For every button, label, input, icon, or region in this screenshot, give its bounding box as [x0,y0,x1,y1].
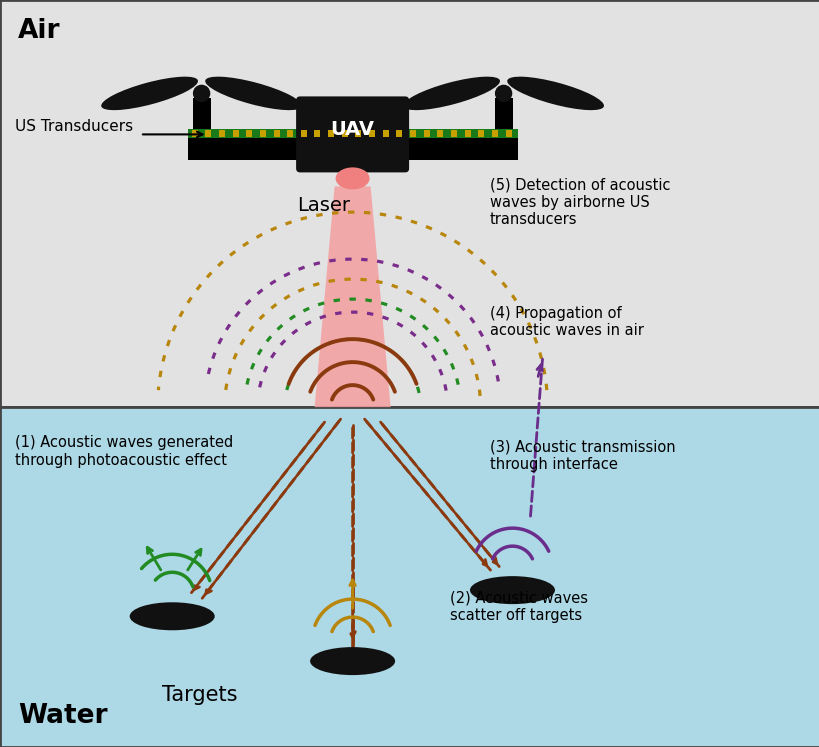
Bar [301,131,306,137]
Text: Air: Air [18,18,61,44]
Bar [355,131,361,137]
Bar [192,99,210,138]
Bar [0,0,819,407]
Bar [233,131,238,137]
Bar [0,407,819,747]
Bar [342,131,347,137]
Bar [464,131,470,137]
Bar [494,99,512,138]
Bar [219,131,224,137]
Ellipse shape [310,647,395,675]
Ellipse shape [205,77,301,110]
Text: (3) Acoustic transmission
through interface: (3) Acoustic transmission through interf… [490,439,675,471]
Bar [287,131,293,137]
Bar [450,131,456,137]
Text: Water: Water [18,703,107,729]
Text: UAV: UAV [330,120,374,139]
Text: (1) Acoustic waves generated
through photoacoustic effect: (1) Acoustic waves generated through pho… [15,435,233,468]
Bar [205,131,211,137]
Ellipse shape [403,77,500,110]
Text: US Transducers: US Transducers [15,119,133,134]
Bar [369,131,374,137]
Text: (2) Acoustic waves
scatter off targets: (2) Acoustic waves scatter off targets [450,591,587,623]
Bar [246,131,252,137]
Bar [192,131,197,137]
Bar [477,131,484,137]
Bar [491,131,497,137]
Bar [423,131,429,137]
Bar [505,131,511,137]
Circle shape [495,85,511,102]
Bar [328,131,333,137]
Bar [274,131,279,137]
Bar [382,131,388,137]
FancyBboxPatch shape [296,96,409,173]
Text: (5) Detection of acoustic
waves by airborne US
transducers: (5) Detection of acoustic waves by airbo… [490,177,670,227]
Polygon shape [314,187,390,407]
Text: Targets: Targets [162,685,238,705]
Text: Laser: Laser [297,196,351,215]
Ellipse shape [129,602,215,630]
Bar [188,138,517,161]
Ellipse shape [101,77,197,110]
Ellipse shape [335,167,369,190]
Circle shape [193,85,210,102]
Bar [314,131,320,137]
Ellipse shape [469,576,554,604]
Bar [260,131,265,137]
Bar [396,131,402,137]
Ellipse shape [507,77,604,110]
Bar [437,131,443,137]
Bar [188,129,517,138]
Text: (4) Propagation of
acoustic waves in air: (4) Propagation of acoustic waves in air [490,306,643,338]
Bar [410,131,415,137]
